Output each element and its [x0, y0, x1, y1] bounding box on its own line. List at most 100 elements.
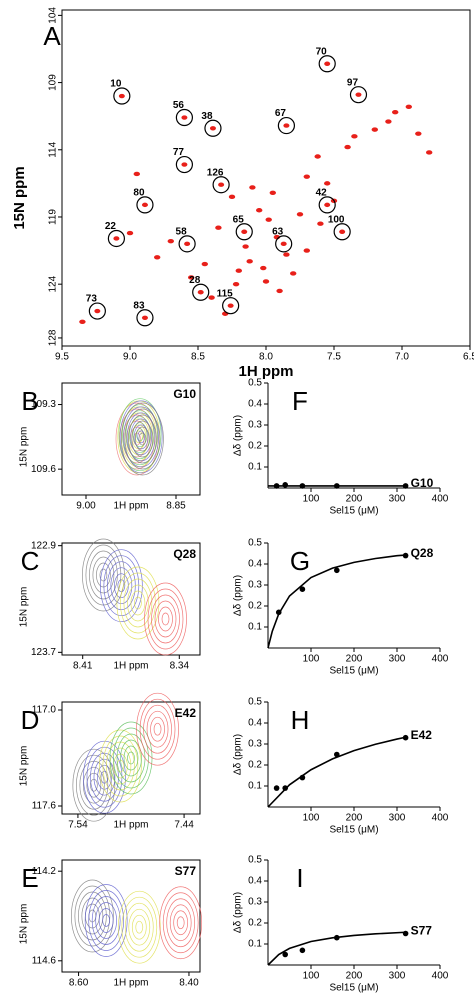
- fit-curve: [267, 931, 406, 966]
- contour-line: [86, 772, 102, 798]
- contour-line: [120, 572, 156, 634]
- peak: [218, 182, 225, 187]
- peak: [265, 217, 272, 222]
- x-tick-label: 100: [303, 494, 320, 505]
- contour-peak: [136, 692, 179, 766]
- peak: [324, 61, 331, 66]
- contour-line: [161, 612, 170, 626]
- y-tick-label: 0.3: [248, 420, 262, 431]
- data-point: [299, 483, 306, 489]
- contour-line: [133, 424, 149, 450]
- data-point: [402, 930, 409, 937]
- peak: [249, 185, 256, 190]
- panel-letter: C: [21, 546, 40, 576]
- peak: [188, 275, 195, 280]
- peak: [262, 279, 270, 284]
- fit-curve: [267, 736, 406, 808]
- y-tick-label: 0.2: [248, 760, 262, 771]
- y-tick-label: 0.4: [248, 559, 262, 570]
- peak: [235, 268, 242, 273]
- peak: [276, 288, 283, 294]
- peak: [324, 181, 331, 186]
- y-axis-label: Δδ (ppm): [233, 892, 244, 933]
- residue-label: S77: [411, 924, 433, 938]
- contour-line: [173, 910, 189, 936]
- contour-line: [120, 739, 142, 777]
- data-point: [273, 483, 280, 489]
- contour-peak: [84, 884, 128, 957]
- panel-letter: E: [21, 863, 38, 893]
- residue-label: Q28: [411, 546, 434, 560]
- y-axis-label: Δδ (ppm): [233, 415, 244, 456]
- peak: [118, 93, 125, 99]
- y-tick-label: 0.4: [248, 399, 262, 410]
- peak: [269, 190, 276, 195]
- contour-line: [134, 596, 142, 610]
- y-tick-label: 0.5: [248, 697, 262, 708]
- contour-line: [128, 908, 151, 946]
- peak-circle: [175, 108, 193, 127]
- residue-label: E42: [411, 728, 433, 742]
- contour-line: [99, 729, 142, 803]
- panel-letter: I: [296, 863, 303, 893]
- contour-line: [117, 890, 161, 964]
- panel-letter: F: [292, 386, 308, 416]
- y-tick-label: 0.5: [248, 378, 262, 389]
- x-axis-label: 1H ppm: [113, 501, 148, 512]
- contour-line: [93, 758, 116, 796]
- contour-line: [144, 582, 187, 656]
- x-tick-label: 300: [389, 971, 406, 982]
- data-point: [275, 609, 282, 616]
- peak-label: 58: [176, 226, 188, 237]
- panel-letter: G: [290, 546, 310, 576]
- contour-line: [136, 428, 144, 442]
- contour-line: [139, 698, 176, 760]
- peak-label: 77: [173, 147, 185, 158]
- contour-line: [131, 420, 154, 458]
- contour-line: [122, 404, 158, 466]
- residue-label: G10: [173, 387, 196, 401]
- y-tick-label: 0.4: [248, 876, 262, 887]
- contour-line: [72, 748, 116, 822]
- x-axis-label: Sel15 (μM): [329, 506, 378, 517]
- y-tick-label: 117.0: [32, 705, 57, 716]
- peak-circle: [192, 283, 210, 301]
- peak-label: 56: [173, 100, 185, 111]
- peak: [126, 230, 134, 236]
- data-point: [273, 785, 280, 791]
- contour-line: [129, 416, 151, 454]
- panel-letter: H: [291, 705, 310, 735]
- contour-peak: [99, 729, 142, 803]
- peak: [283, 252, 290, 257]
- contour-line: [86, 746, 123, 808]
- contour-line: [135, 426, 150, 452]
- y-tick-label: 0.1: [248, 781, 262, 792]
- contour-line: [82, 766, 105, 804]
- peak: [415, 131, 422, 136]
- contour-peak: [121, 402, 164, 476]
- x-tick-label: 100: [303, 654, 320, 665]
- y-tick-label: 104: [48, 7, 59, 24]
- y-axis-label: Δδ (ppm): [233, 575, 244, 616]
- x-tick-label: 300: [389, 654, 406, 665]
- y-tick-label: 0.3: [248, 580, 262, 591]
- contour-line: [150, 716, 165, 742]
- contour-line: [116, 566, 160, 640]
- contour-line: [119, 408, 155, 470]
- contour-line: [136, 692, 179, 766]
- peak-label: 65: [233, 214, 245, 225]
- contour-line: [113, 753, 128, 779]
- peak: [181, 162, 188, 167]
- x-tick-label: 8.85: [166, 501, 186, 512]
- y-tick-label: 119: [48, 209, 59, 225]
- data-point: [282, 951, 289, 958]
- peak-circle: [349, 86, 368, 104]
- contour-line: [123, 578, 153, 628]
- x-tick-label: 100: [303, 813, 320, 824]
- y-tick-label: 0.3: [248, 739, 262, 750]
- peak: [208, 295, 215, 300]
- x-axis-label: Sel15 (μM): [329, 983, 378, 993]
- y-axis-label: 15N ppm: [19, 587, 30, 628]
- residue-label: E42: [175, 706, 197, 720]
